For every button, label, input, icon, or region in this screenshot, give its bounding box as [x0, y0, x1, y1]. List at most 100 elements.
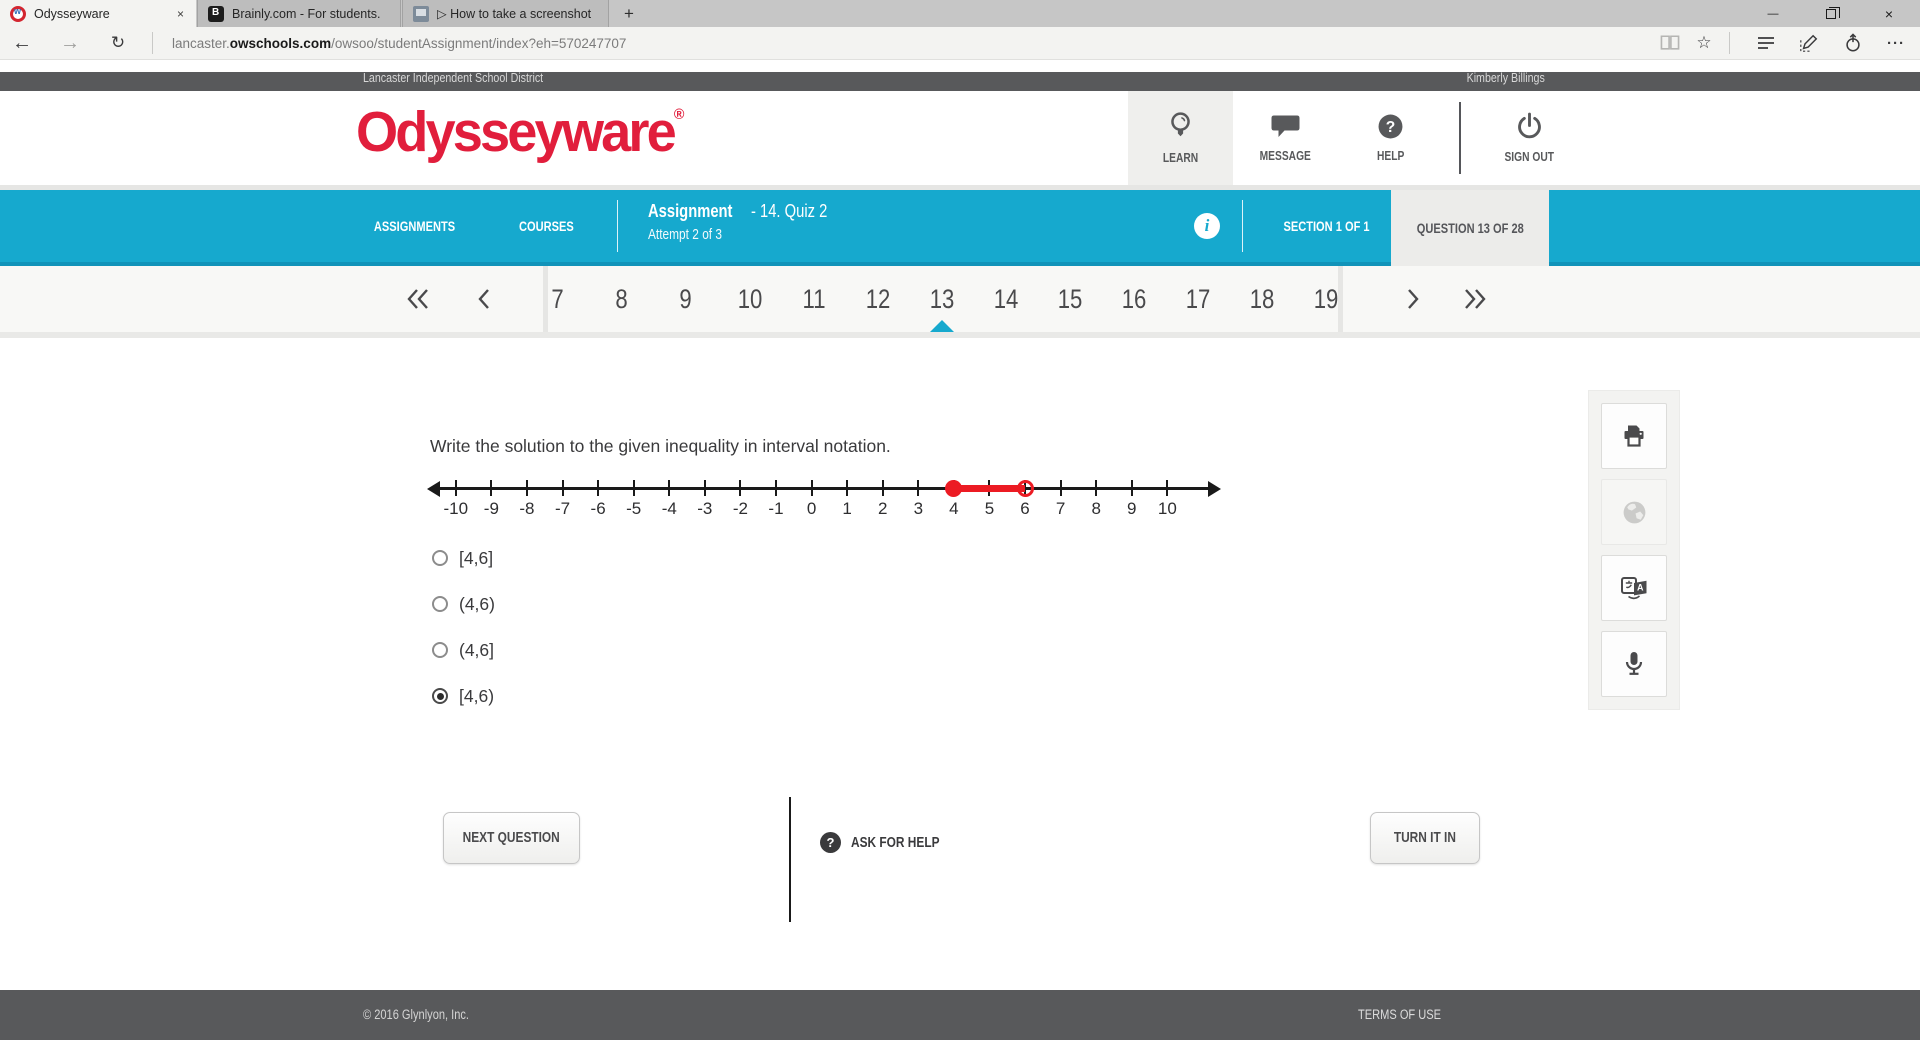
number-line-tick-cell: -2: [723, 480, 759, 519]
microphone-button[interactable]: [1601, 631, 1667, 697]
question-number-item[interactable]: 15: [1057, 283, 1083, 314]
number-line-tick-cell: 1: [829, 480, 865, 519]
first-question-button[interactable]: [394, 266, 442, 332]
answer-option-row[interactable]: [4,6): [432, 673, 495, 719]
question-number-item[interactable]: 10: [737, 283, 763, 314]
question-number-item[interactable]: 12: [865, 283, 891, 314]
user-name: Kimberly Billings: [1466, 72, 1545, 85]
next-question-button[interactable]: NEXT QUESTION: [443, 812, 580, 864]
header-separator-strip: [0, 185, 1920, 190]
tick-label: -1: [768, 499, 784, 518]
tick-mark: [668, 480, 671, 496]
menu-item-learn[interactable]: LEARN: [1128, 91, 1233, 185]
ask-for-help-button[interactable]: ? ASK FOR HELP: [820, 832, 959, 853]
close-window-button[interactable]: ×: [1884, 5, 1894, 22]
question-number-item[interactable]: 19: [1313, 283, 1339, 314]
question-number-item[interactable]: 16: [1121, 283, 1147, 314]
web-note-pen-icon[interactable]: [1795, 27, 1823, 59]
question-prompt: Write the solution to the given inequali…: [430, 436, 891, 456]
question-number-item[interactable]: 8: [615, 283, 629, 314]
next-question-arrow-button[interactable]: [1389, 266, 1437, 332]
option-label: (4,6]: [459, 639, 495, 660]
tab-odysseyware[interactable]: Odysseyware ×: [0, 0, 196, 27]
tick-mark: [1130, 480, 1133, 496]
question-number-item[interactable]: 17: [1185, 283, 1211, 314]
print-button[interactable]: [1601, 403, 1667, 469]
number-line-tick-cell: 9: [1114, 480, 1150, 519]
menu-item-sign-out[interactable]: SIGN OUT: [1477, 91, 1582, 185]
question-number-item[interactable]: 9: [679, 283, 693, 314]
restore-button[interactable]: [1802, 0, 1860, 27]
menu-item-help[interactable]: ? HELP: [1338, 91, 1443, 185]
accessibility-toolbox: A: [1588, 390, 1680, 710]
radio-button[interactable]: [432, 642, 448, 658]
tab-screenshot[interactable]: ▷ How to take a screenshot: [402, 0, 609, 27]
number-line-tick-cell: -7: [545, 480, 581, 519]
nav-courses-link[interactable]: COURSES: [518, 218, 574, 234]
double-chevron-right-icon: [1465, 289, 1486, 309]
radio-button[interactable]: [432, 596, 448, 612]
reading-view-icon[interactable]: [1656, 27, 1684, 59]
previous-question-button[interactable]: [459, 266, 507, 332]
radio-button[interactable]: [432, 550, 448, 566]
number-line-tick-cell: 0: [794, 480, 830, 519]
tick-label: 5: [984, 499, 995, 518]
number-line-tick-cell: 3: [901, 480, 937, 519]
answer-option-row[interactable]: (4,6]: [432, 627, 495, 673]
refresh-button[interactable]: ↻: [110, 33, 126, 52]
section-indicator[interactable]: SECTION 1 OF 1: [1283, 218, 1371, 234]
question-number-item[interactable]: 13: [910, 266, 974, 333]
address-bar[interactable]: lancaster. owschools.com/owsoo/studentAss…: [172, 27, 626, 59]
menu-item-message[interactable]: MESSAGE: [1233, 91, 1338, 185]
question-number-item[interactable]: 11: [802, 283, 826, 314]
tick-label: -7: [554, 499, 571, 518]
tick-label: -2: [732, 499, 748, 518]
forward-button[interactable]: →: [60, 31, 80, 54]
question-number-item[interactable]: 18: [1249, 283, 1275, 314]
radio-button[interactable]: [432, 688, 448, 704]
tick-label: 4: [949, 499, 959, 518]
closed-endpoint-dot: [945, 480, 962, 497]
tick-label: -10: [443, 499, 469, 518]
info-icon[interactable]: i: [1194, 213, 1220, 239]
share-icon[interactable]: [1839, 27, 1867, 59]
back-button[interactable]: ←: [12, 31, 32, 54]
url-subdomain: lancaster.: [172, 35, 230, 51]
tab-title: Odysseyware: [34, 6, 110, 21]
last-question-button[interactable]: [1451, 266, 1499, 332]
terms-of-use-link[interactable]: TERMS OF USE: [1358, 1007, 1442, 1022]
turn-it-in-button[interactable]: TURN IT IN: [1370, 812, 1480, 864]
power-icon: [1516, 112, 1543, 141]
registered-mark: ®: [673, 106, 685, 123]
number-line-tick-cell: -3: [687, 480, 723, 519]
number-line-tick-cell: -4: [651, 480, 687, 519]
tick-mark: [490, 480, 493, 496]
close-tab-icon[interactable]: ×: [176, 6, 184, 21]
question-number-item[interactable]: 7: [551, 283, 565, 314]
window-controls: — ×: [1744, 0, 1918, 27]
tab-brainly[interactable]: Brainly.com - For students.: [197, 0, 401, 27]
answer-option-row[interactable]: (4,6): [432, 581, 495, 627]
assignment-name: - 14. Quiz 2: [751, 201, 828, 221]
favorites-star-icon[interactable]: ☆: [1696, 33, 1712, 52]
answer-option-row[interactable]: [4,6]: [432, 535, 495, 581]
nav-assignments-link[interactable]: ASSIGNMENTS: [374, 218, 456, 234]
district-bar: Lancaster Independent School District Ki…: [0, 72, 1920, 91]
tick-mark: [881, 480, 884, 496]
minimize-button[interactable]: —: [1767, 7, 1779, 20]
question-counter-tab[interactable]: QUESTION 13 OF 28: [1391, 190, 1549, 266]
number-line-tick-cell: 10: [1150, 480, 1186, 519]
tick-mark: [739, 480, 742, 496]
tick-mark: [917, 480, 920, 496]
number-line-tick-cell: -9: [474, 480, 510, 519]
more-options-icon[interactable]: ···: [1887, 34, 1905, 52]
page-footer: © 2016 Glynlyon, Inc. TERMS OF USE: [0, 990, 1920, 1040]
translate-button[interactable]: A: [1601, 555, 1667, 621]
hub-icon[interactable]: [1752, 27, 1780, 59]
tick-mark: [561, 480, 564, 496]
question-pagination-bar: 7 8 9 10 11 12 13 14 15 16: [0, 266, 1920, 333]
question-number-item[interactable]: 14: [993, 283, 1019, 314]
option-label: [4,6): [459, 685, 495, 706]
open-endpoint-dot: [1017, 480, 1034, 497]
new-tab-button[interactable]: +: [624, 3, 634, 23]
